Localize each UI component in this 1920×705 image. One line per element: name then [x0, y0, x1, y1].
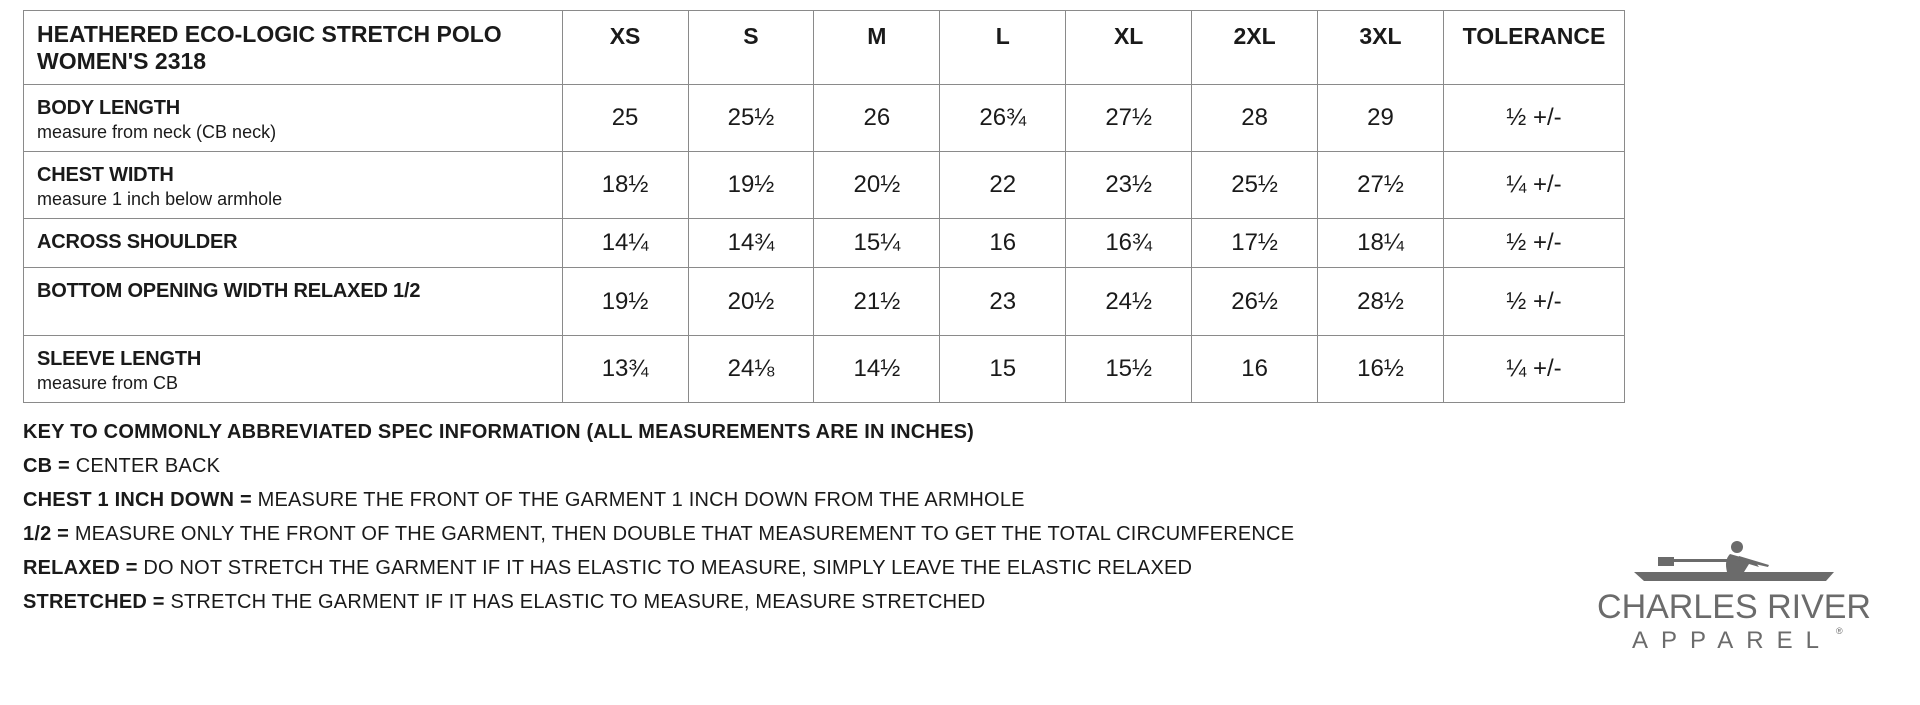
- size-value: 18½: [561, 151, 689, 219]
- size-value: 29: [1317, 84, 1444, 152]
- key-heading-text: KEY TO COMMONLY ABBREVIATED SPEC INFORMA…: [23, 421, 975, 443]
- key-term: RELAXED =: [23, 557, 138, 579]
- tolerance-value: ½ +/-: [1442, 218, 1626, 268]
- size-header: L: [939, 10, 1067, 85]
- key-item: RELAXED = DO NOT STRETCH THE GARMENT IF …: [23, 557, 1192, 580]
- size-value: 19½: [687, 151, 815, 219]
- logo-line2: APPAREL: [1632, 627, 1832, 654]
- size-value: 16: [1191, 335, 1319, 403]
- key-item: CB = CENTER BACK: [23, 455, 220, 478]
- size-value: 27½: [1317, 151, 1444, 219]
- key-definition: MEASURE ONLY THE FRONT OF THE GARMENT, T…: [74, 523, 1295, 545]
- title-line: WOMEN'S 2318: [37, 48, 207, 74]
- tolerance-value: ½ +/-: [1442, 84, 1626, 152]
- spec-row: SLEEVE LENGTH measure from CB 13¾ 24⅛ 14½ 15 1…: [23, 335, 1626, 403]
- tolerance-header: TOLERANCE: [1442, 10, 1626, 85]
- spec-row: CHEST WIDTH measure 1 inch below armhole 1…: [23, 151, 1626, 219]
- measurement-name: CHEST WIDTH: [37, 164, 174, 186]
- measurement-note: measure from CB: [37, 373, 179, 393]
- size-header: 2XL: [1191, 10, 1319, 85]
- charles-river-apparel-logo: CHARLES RIVER APPAREL ®: [1584, 530, 1884, 660]
- size-value: 24½: [1065, 267, 1193, 336]
- size-value: 21½: [813, 267, 941, 336]
- size-value: 28½: [1317, 267, 1444, 336]
- tolerance-value: ¼ +/-: [1442, 335, 1626, 403]
- key-term: CB =: [23, 455, 70, 477]
- size-value: 27½: [1065, 84, 1193, 152]
- logo-line1: CHARLES RIVER: [1597, 588, 1871, 626]
- size-value: 26½: [1191, 267, 1319, 336]
- size-value: 24⅛: [687, 335, 815, 403]
- measurement-label: BODY LENGTH measure from neck (CB neck): [23, 84, 563, 152]
- size-value: 26¾: [939, 84, 1067, 152]
- size-value: 18¼: [1317, 218, 1444, 268]
- header-row: HEATHERED ECO-LOGIC STRETCH POLO WOMEN'S …: [23, 10, 1626, 85]
- key-term: 1/2 =: [23, 523, 70, 545]
- key-definition: DO NOT STRETCH THE GARMENT IF IT HAS ELA…: [143, 557, 1193, 579]
- key-item: STRETCHED = STRETCH THE GARMENT IF IT HA…: [23, 591, 985, 614]
- registered-mark: ®: [1836, 626, 1843, 636]
- key-term: CHEST 1 INCH DOWN =: [23, 489, 252, 511]
- size-header: M: [813, 10, 941, 85]
- measurement-name: SLEEVE LENGTH: [37, 348, 202, 370]
- size-value: 28: [1191, 84, 1319, 152]
- measurement-label: BOTTOM OPENING WIDTH RELAXED 1/2: [23, 267, 563, 336]
- rower-icon: CHARLES RIVER APPAREL ®: [1597, 541, 1871, 654]
- size-value: 23: [939, 267, 1067, 336]
- size-spec-table: HEATHERED ECO-LOGIC STRETCH POLO WOMEN'S …: [23, 10, 1626, 403]
- tolerance-value: ½ +/-: [1442, 267, 1626, 336]
- size-value: 25: [561, 84, 689, 152]
- size-value: 22: [939, 151, 1067, 219]
- spec-row: BODY LENGTH measure from neck (CB neck) 25…: [23, 84, 1626, 152]
- size-value: 15½: [1065, 335, 1193, 403]
- key-definition: MEASURE THE FRONT OF THE GARMENT 1 INCH …: [257, 489, 1025, 511]
- size-value: 25½: [687, 84, 815, 152]
- size-value: 25½: [1191, 151, 1319, 219]
- measurement-note: measure 1 inch below armhole: [37, 189, 283, 209]
- measurement-label: CHEST WIDTH measure 1 inch below armhole: [23, 151, 563, 219]
- spec-row: ACROSS SHOULDER 14¼ 14¾ 15¼ 16 16¾ 17½ 18¼ ½ +/-: [23, 218, 1626, 268]
- measurement-label: ACROSS SHOULDER: [23, 218, 563, 268]
- key-item: CHEST 1 INCH DOWN = MEASURE THE FRONT OF…: [23, 489, 1025, 512]
- size-value: 16½: [1317, 335, 1444, 403]
- size-value: 20½: [813, 151, 941, 219]
- size-value: 16¾: [1065, 218, 1193, 268]
- size-header: XL: [1065, 10, 1193, 85]
- size-value: 14½: [813, 335, 941, 403]
- title-line: HEATHERED ECO-LOGIC STRETCH POLO: [37, 21, 502, 47]
- key-definition: STRETCH THE GARMENT IF IT HAS ELASTIC TO…: [170, 591, 986, 613]
- size-value: 14¼: [561, 218, 689, 268]
- key-definition: CENTER BACK: [75, 455, 221, 477]
- size-value: 17½: [1191, 218, 1319, 268]
- size-value: 23½: [1065, 151, 1193, 219]
- measurement-note: measure from neck (CB neck): [37, 122, 277, 142]
- size-value: 26: [813, 84, 941, 152]
- size-value: 14¾: [687, 218, 815, 268]
- key-item: 1/2 = MEASURE ONLY THE FRONT OF THE GARM…: [23, 523, 1294, 546]
- measurement-name: BODY LENGTH: [37, 97, 180, 119]
- size-header: S: [687, 10, 815, 85]
- size-value: 13¾: [561, 335, 689, 403]
- key-term: STRETCHED =: [23, 591, 165, 613]
- measurement-name: ACROSS SHOULDER: [37, 231, 238, 253]
- size-header: 3XL: [1317, 10, 1444, 85]
- size-value: 15¼: [813, 218, 941, 268]
- measurement-name: BOTTOM OPENING WIDTH RELAXED 1/2: [37, 280, 421, 302]
- measurement-label: SLEEVE LENGTH measure from CB: [23, 335, 563, 403]
- key-heading: KEY TO COMMONLY ABBREVIATED SPEC INFORMA…: [23, 421, 974, 444]
- size-value: 20½: [687, 267, 815, 336]
- tolerance-value: ¼ +/-: [1442, 151, 1626, 219]
- size-value: 16: [939, 218, 1067, 268]
- spec-row: BOTTOM OPENING WIDTH RELAXED 1/2 19½ 20½ 21…: [23, 267, 1626, 336]
- size-header: XS: [561, 10, 689, 85]
- size-value: 15: [939, 335, 1067, 403]
- product-title: HEATHERED ECO-LOGIC STRETCH POLO WOMEN'S …: [23, 10, 563, 85]
- size-value: 19½: [561, 267, 689, 336]
